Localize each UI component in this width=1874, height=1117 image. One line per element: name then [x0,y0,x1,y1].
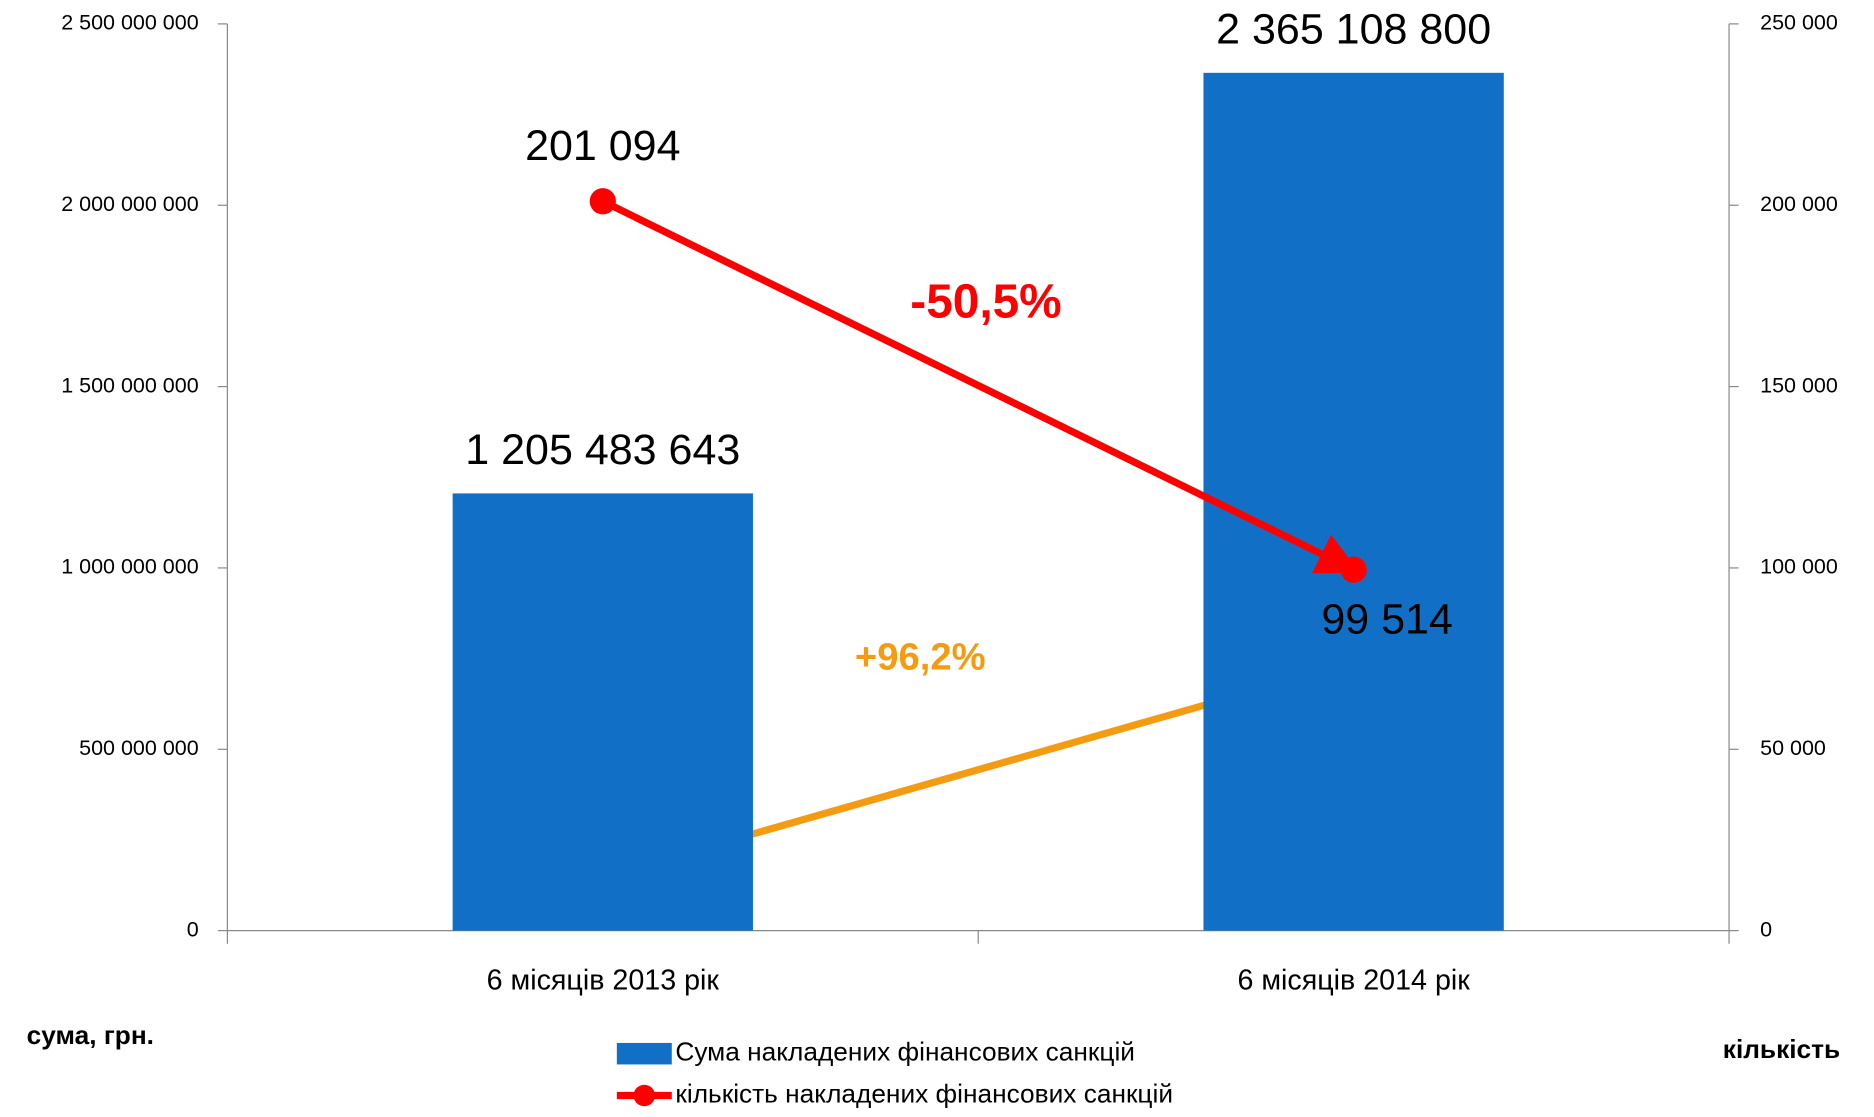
line-value-label: 201 094 [525,122,680,170]
y-tick-label: 500 000 000 [79,736,199,760]
bar [1203,72,1504,931]
y2-tick-label: 100 000 [1760,555,1838,579]
annotation: +96,2% [855,636,986,679]
x-tick-label: 6 місяців 2014 рік [1237,965,1470,997]
y2-tick-label: 50 000 [1760,736,1826,760]
y-tick-label: 1 500 000 000 [61,373,199,397]
legend-label: Сума накладених фінансових санкцій [675,1037,1135,1067]
legend-swatch [616,1042,672,1065]
y-tick-label: 0 [187,917,199,941]
trend-arrow [676,666,1314,859]
line-value-label: 99 514 [1321,596,1453,644]
y2-axis-label: кількість [1723,1034,1840,1064]
legend-label: кількість накладених фінансових санкцій [675,1078,1173,1108]
bar [452,493,753,931]
y2-tick-label: 200 000 [1760,192,1838,216]
y2-tick-label: 0 [1760,917,1772,941]
y-axis-label: сума, грн. [27,1020,154,1050]
annotation: -50,5% [910,275,1061,328]
y-tick-label: 2 000 000 000 [61,192,199,216]
bar-value-label: 2 365 108 800 [1216,6,1491,54]
line [601,198,1361,574]
y-tick-label: 2 500 000 000 [61,11,199,35]
bar-value-label: 1 205 483 643 [465,426,740,474]
y2-tick-label: 250 000 [1760,11,1838,35]
y2-tick-label: 150 000 [1760,373,1838,397]
line-marker [1340,556,1367,583]
y-tick-label: 1 000 000 000 [61,555,199,579]
x-tick-label: 6 місяців 2013 рік [487,965,720,997]
line-marker [589,188,616,215]
legend-swatch [633,1084,656,1107]
